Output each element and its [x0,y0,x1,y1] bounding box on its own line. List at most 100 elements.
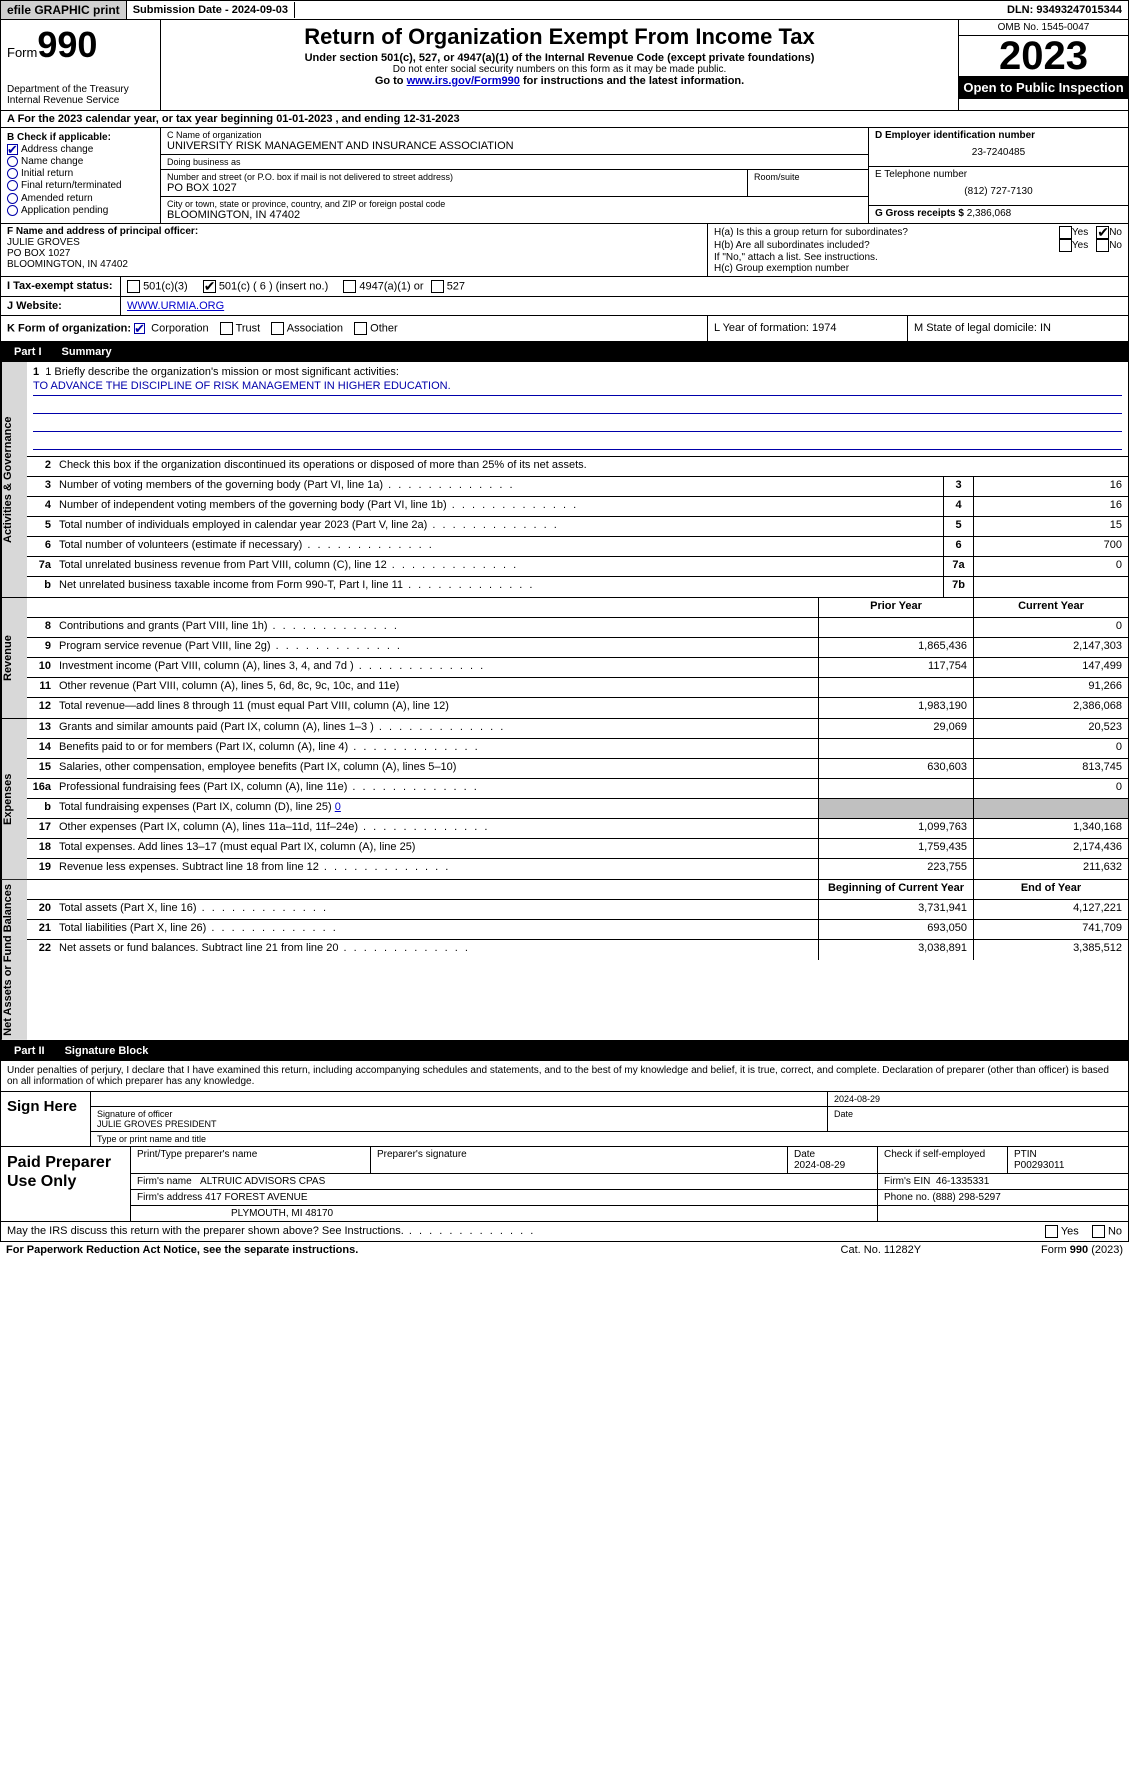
signature-intro: Under penalties of perjury, I declare th… [0,1061,1129,1092]
chk-application-pending[interactable]: Application pending [7,205,154,216]
line8: Contributions and grants (Part VIII, lin… [55,618,818,637]
firm-address2: PLYMOUTH, MI 48170 [131,1206,878,1221]
i-501c[interactable] [203,280,216,293]
discuss-yes[interactable] [1045,1225,1058,1238]
v7a: 0 [973,557,1128,576]
form-subtitle: Under section 501(c), 527, or 4947(a)(1)… [169,52,950,64]
street-label: Number and street (or P.O. box if mail i… [167,172,741,182]
k-assoc[interactable] [271,322,284,335]
sig-date: 2024-08-29 [828,1092,1128,1106]
org-name: UNIVERSITY RISK MANAGEMENT AND INSURANCE… [167,140,862,152]
sig-officer-name: JULIE GROVES PRESIDENT [97,1119,821,1129]
paperwork-notice: For Paperwork Reduction Act Notice, see … [6,1244,358,1256]
summary-netassets: Net Assets or Fund Balances Beginning of… [0,880,1129,1041]
row-k: K Form of organization: Corporation Trus… [0,316,1129,342]
line19: Revenue less expenses. Subtract line 18 … [55,859,818,879]
officer-label: F Name and address of principal officer: [7,226,701,237]
line16a: Professional fundraising fees (Part IX, … [55,779,818,798]
top-bar: efile GRAPHIC print Submission Date - 20… [0,0,1129,20]
line18: Total expenses. Add lines 13–17 (must eq… [55,839,818,858]
form-ref: Form 990 (2023) [1041,1244,1123,1256]
year-formation: L Year of formation: 1974 [708,316,908,341]
chk-address-change[interactable]: Address change [7,144,154,155]
line6: Total number of volunteers (estimate if … [55,537,943,556]
summary-revenue: Revenue Prior YearCurrent Year 8Contribu… [0,598,1129,719]
org-name-label: C Name of organization [167,130,862,140]
line5: Total number of individuals employed in … [55,517,943,536]
row-a-tax-year: A For the 2023 calendar year, or tax yea… [0,111,1129,128]
sign-here-label: Sign Here [1,1092,91,1146]
firm-name: ALTRUIC ADVISORS CPAS [200,1176,325,1187]
prep-sig-label: Preparer's signature [371,1147,788,1173]
line11: Other revenue (Part VIII, column (A), li… [55,678,818,697]
v4: 16 [973,497,1128,516]
mission-text: TO ADVANCE THE DISCIPLINE OF RISK MANAGE… [33,380,1122,396]
i-label: I Tax-exempt status: [1,277,121,296]
k-other[interactable] [354,322,367,335]
j-label: J Website: [1,297,121,315]
line15: Salaries, other compensation, employee b… [55,759,818,778]
ein-value: 23-7240485 [875,141,1122,164]
col-b-checkboxes: B Check if applicable: Address change Na… [1,128,161,223]
k-corp[interactable] [134,323,145,334]
paid-preparer-block: Paid Preparer Use Only Print/Type prepar… [0,1147,1129,1222]
irs-link[interactable]: www.irs.gov/Form990 [407,75,520,87]
line1-label: 1 Briefly describe the organization's mi… [45,366,399,378]
chk-amended-return[interactable]: Amended return [7,193,154,204]
form-number: Form990 [7,24,154,66]
discuss-no[interactable] [1092,1225,1105,1238]
line14: Benefits paid to or for members (Part IX… [55,739,818,758]
line10: Investment income (Part VIII, column (A)… [55,658,818,677]
city-label: City or town, state or province, country… [167,199,862,209]
summary-governance: Activities & Governance 1 1 Briefly desc… [0,362,1129,598]
prep-name-label: Print/Type preparer's name [131,1147,371,1173]
dept-treasury: Department of the Treasury Internal Reve… [7,84,154,106]
goto-line: Go to www.irs.gov/Form990 for instructio… [169,75,950,87]
discuss-row: May the IRS discuss this return with the… [0,1222,1129,1242]
part2-header: Part II Signature Block [0,1041,1129,1061]
paid-preparer-label: Paid Preparer Use Only [1,1147,131,1221]
tax-year: 2023 [959,36,1128,76]
website-link[interactable]: WWW.URMIA.ORG [127,300,224,312]
i-4947[interactable] [343,280,356,293]
room-label: Room/suite [754,172,862,182]
firm-address: 417 FOREST AVENUE [205,1192,307,1203]
hb-yes[interactable] [1059,239,1072,252]
hb-note: If "No," attach a list. See instructions… [714,252,1122,263]
street-value: PO BOX 1027 [167,182,741,194]
submission-date: Submission Date - 2024-09-03 [127,2,295,18]
hb-no[interactable] [1096,239,1109,252]
k-trust[interactable] [220,322,233,335]
vert-netassets: Net Assets or Fund Balances [1,880,27,1040]
line16b: Total fundraising expenses (Part IX, col… [55,799,818,818]
ha-no[interactable] [1096,226,1109,239]
sig-officer-label: Signature of officer [97,1109,821,1119]
hdr-prior: Prior Year [818,598,973,617]
hdr-beg: Beginning of Current Year [818,880,973,899]
dba-label: Doing business as [167,157,862,167]
efile-button[interactable]: efile GRAPHIC print [1,1,127,19]
prep-self-emp: Check if self-employed [878,1147,1008,1173]
i-527[interactable] [431,280,444,293]
vert-expenses: Expenses [1,719,27,879]
firm-phone: (888) 298-5297 [932,1192,1000,1203]
vert-revenue: Revenue [1,598,27,718]
v6: 700 [973,537,1128,556]
v5: 15 [973,517,1128,536]
row-i: I Tax-exempt status: 501(c)(3) 501(c) ( … [0,277,1129,297]
i-501c3[interactable] [127,280,140,293]
chk-name-change[interactable]: Name change [7,156,154,167]
v3: 16 [973,477,1128,496]
hdr-end: End of Year [973,880,1128,899]
line7b: Net unrelated business taxable income fr… [55,577,943,597]
line22: Net assets or fund balances. Subtract li… [55,940,818,960]
line12: Total revenue—add lines 8 through 11 (mu… [55,698,818,718]
ha-yes[interactable] [1059,226,1072,239]
chk-initial-return[interactable]: Initial return [7,168,154,179]
discuss-label: May the IRS discuss this return with the… [7,1225,535,1238]
vert-governance: Activities & Governance [1,362,27,597]
city-value: BLOOMINGTON, IN 47402 [167,209,862,221]
open-public-badge: Open to Public Inspection [959,76,1128,99]
chk-final-return[interactable]: Final return/terminated [7,180,154,191]
officer-group-row: F Name and address of principal officer:… [0,224,1129,277]
